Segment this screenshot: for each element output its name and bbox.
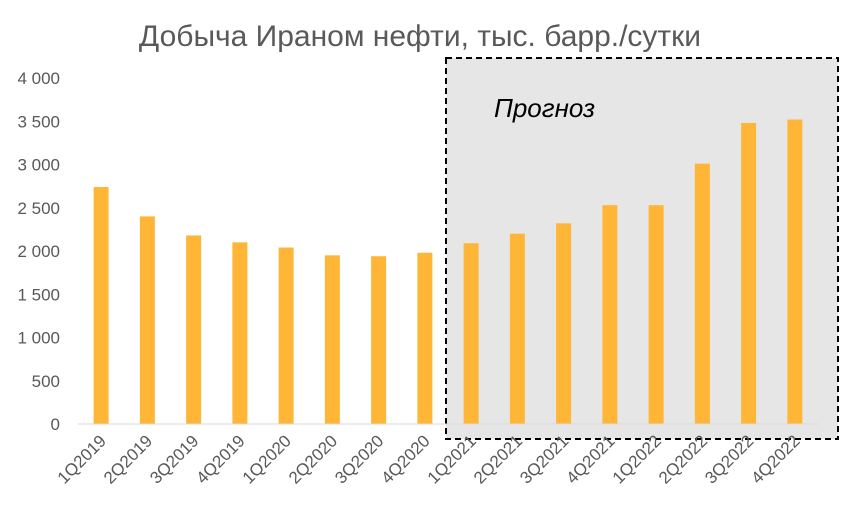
x-tick-label: 3Q2021: [516, 431, 572, 487]
x-tick-label: 1Q2019: [54, 431, 110, 487]
bar-2Q2019: [139, 216, 155, 424]
x-tick-label: 1Q2020: [239, 431, 295, 487]
bar-3Q2022: [741, 122, 757, 424]
x-tick-label: 1Q2021: [424, 431, 480, 487]
x-tick-label: 2Q2020: [285, 431, 341, 487]
forecast-region: Прогноз: [445, 57, 839, 440]
y-tick-label: 0: [51, 415, 60, 434]
bar-1Q2022: [648, 205, 664, 424]
bar-3Q2021: [556, 223, 572, 424]
y-tick-label: 1 000: [17, 329, 60, 348]
x-tick-label: 4Q2020: [377, 431, 433, 487]
x-tick-label: 3Q2019: [146, 431, 202, 487]
y-axis: 0 500 1 000 1 500 2 000 2 500 3 000 3 500 4 000: [17, 69, 60, 434]
bar-3Q2019: [186, 235, 202, 424]
bar-4Q2022: [787, 119, 803, 425]
bar-2Q2022: [694, 163, 710, 424]
forecast-label: Прогноз: [494, 93, 595, 123]
x-tick-label: 3Q2020: [331, 431, 387, 487]
x-tick-label: 2Q2019: [100, 431, 156, 487]
bar-2Q2021: [509, 233, 525, 424]
bar-4Q2020: [417, 252, 433, 424]
y-tick-label: 3 500: [17, 112, 60, 131]
bar-3Q2020: [371, 256, 387, 424]
y-tick-label: 3 000: [17, 156, 60, 175]
bar-2Q2020: [324, 255, 340, 424]
y-tick-label: 4 000: [17, 69, 60, 88]
bar-1Q2019: [93, 186, 109, 424]
y-tick-label: 500: [32, 372, 60, 391]
y-tick-label: 1 500: [17, 285, 60, 304]
chart-title: Добыча Ираном нефти, тыс. барр./сутки: [139, 20, 701, 53]
y-tick-label: 2 000: [17, 242, 60, 261]
x-tick-label: 4Q2019: [192, 431, 248, 487]
y-tick-label: 2 500: [17, 199, 60, 218]
bar-1Q2021: [463, 243, 479, 424]
bars: [93, 119, 803, 425]
bar-4Q2019: [232, 242, 248, 424]
x-tick-label: 2Q2022: [655, 431, 711, 487]
bar-1Q2020: [278, 247, 294, 424]
bar-4Q2021: [602, 205, 618, 424]
